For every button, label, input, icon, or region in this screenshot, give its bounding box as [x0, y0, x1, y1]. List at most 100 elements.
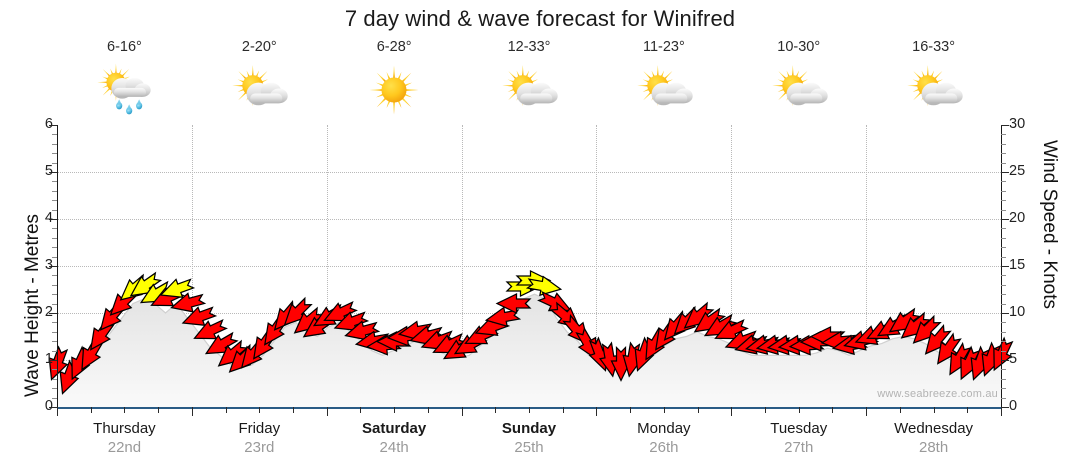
- x-axis-day-tick: [326, 407, 328, 416]
- x-axis-hour-tick: [225, 407, 227, 413]
- left-axis-minor-tick: [52, 162, 57, 164]
- x-axis-hour-tick: [562, 407, 564, 413]
- right-axis-tick-label: 20: [1009, 210, 1026, 226]
- x-axis-day-tick: [191, 407, 193, 416]
- x-axis-hour-tick: [394, 407, 396, 413]
- left-axis-tick-label: 6: [44, 116, 53, 132]
- left-axis-minor-tick: [52, 275, 57, 277]
- sun-cloud-icon: [498, 61, 560, 117]
- day-name-label: Friday: [238, 420, 281, 437]
- day-footer-cell: Friday 23rd: [192, 420, 327, 470]
- left-axis-minor-tick: [52, 369, 57, 371]
- day-temperature-range: 11-23°: [642, 39, 685, 55]
- left-axis-minor-tick: [52, 294, 57, 296]
- sun-cloud-icon: [903, 61, 965, 117]
- right-axis-tick-label: 30: [1009, 116, 1026, 132]
- right-axis-minor-tick: [1001, 378, 1006, 380]
- left-axis-minor-tick: [52, 247, 57, 249]
- x-axis-hour-tick: [259, 407, 261, 413]
- x-axis-hour-tick: [529, 407, 530, 413]
- day-footer-cell: Monday 26th: [596, 420, 731, 470]
- day-name-label: Saturday: [362, 420, 427, 437]
- left-axis-minor-tick: [52, 143, 57, 145]
- day-footer-cell: Thursday 22nd: [57, 420, 192, 470]
- left-axis-major-tick: [49, 360, 57, 361]
- day-header-cell: 6-28°: [327, 38, 462, 125]
- x-axis-hour-tick: [158, 407, 160, 413]
- sun-cloud-rain-icon: [93, 61, 155, 117]
- wind-direction-arrow: [526, 273, 564, 300]
- right-axis-major-tick: [1001, 266, 1009, 267]
- right-axis-minor-tick: [1001, 284, 1006, 286]
- day-footer-cell: Tuesday 27th: [731, 420, 866, 470]
- day-footer-cell: Sunday 25th: [462, 420, 597, 470]
- wind-direction-arrow: [157, 274, 196, 305]
- site-watermark: www.seabreeze.com.au: [877, 388, 998, 400]
- x-axis-hour-tick: [630, 407, 632, 413]
- left-axis-title: Wave Height - Metres: [22, 213, 43, 397]
- right-axis-tick-label: 25: [1009, 163, 1026, 179]
- forecast-day-footer: Thursday 22nd Friday 23rd Saturday 24th Sunday…: [57, 420, 1001, 470]
- right-axis-minor-tick: [1001, 134, 1006, 136]
- left-axis-minor-tick: [52, 153, 57, 155]
- day-footer-cell: Saturday 24th: [327, 420, 462, 470]
- x-axis-hour-tick: [967, 407, 969, 413]
- wind-direction-arrow: [189, 315, 229, 348]
- left-axis-minor-tick: [52, 284, 57, 286]
- day-name-label: Wednesday: [894, 420, 974, 437]
- left-axis-major-tick: [49, 266, 57, 267]
- right-axis-tick-label: 0: [1009, 398, 1018, 414]
- sun-cloud-icon: [768, 61, 830, 117]
- right-axis-minor-tick: [1001, 294, 1006, 296]
- x-axis-hour-tick: [933, 407, 935, 413]
- day-name-label: Monday: [637, 420, 691, 437]
- wind-direction-arrow-layer: [48, 125, 1014, 407]
- left-axis-minor-tick: [52, 190, 57, 192]
- wind-direction-arrow: [571, 326, 606, 366]
- right-axis-minor-tick: [1001, 181, 1006, 183]
- wind-direction-arrow: [483, 304, 522, 331]
- left-axis-minor-tick: [52, 237, 57, 239]
- right-axis-title: Wind Speed - Knots: [1039, 140, 1060, 309]
- left-axis-minor-tick: [52, 350, 57, 352]
- x-axis-hour-tick: [765, 407, 766, 413]
- left-axis-minor-tick: [52, 200, 57, 202]
- left-axis-minor-tick: [52, 228, 57, 230]
- right-axis-tick-label: 5: [1009, 351, 1018, 367]
- day-name-label: Sunday: [501, 420, 557, 437]
- x-axis-hour-tick: [798, 407, 800, 413]
- forecast-chart-plot: [48, 125, 1014, 407]
- right-axis-minor-tick: [1001, 388, 1006, 390]
- wind-direction-arrow: [710, 315, 750, 348]
- x-axis-hour-tick: [427, 407, 429, 413]
- day-temperature-range: 6-28°: [376, 39, 412, 55]
- x-axis-day-tick: [1001, 407, 1002, 416]
- day-date-label: 28th: [918, 438, 949, 456]
- right-axis-major-tick: [1001, 313, 1009, 314]
- x-axis-day-tick: [57, 407, 58, 416]
- day-divider-gridline: [191, 125, 193, 407]
- right-axis-minor-tick: [1001, 331, 1006, 333]
- right-axis-minor-tick: [1001, 200, 1006, 202]
- right-axis-minor-tick: [1001, 247, 1006, 249]
- x-axis-hour-tick: [90, 407, 92, 413]
- left-axis-minor-tick: [52, 397, 57, 399]
- left-axis-major-tick: [49, 313, 57, 314]
- right-axis-minor-tick: [1001, 350, 1006, 352]
- x-axis-hour-tick: [899, 407, 901, 413]
- right-axis-major-tick: [1001, 172, 1009, 173]
- x-axis-hour-tick: [124, 407, 126, 413]
- wind-direction-arrow: [168, 289, 207, 318]
- right-axis-major-tick: [1001, 125, 1009, 126]
- right-axis-minor-tick: [1001, 369, 1006, 371]
- left-axis-tick-label: 4: [44, 210, 53, 226]
- day-divider-gridline: [461, 125, 463, 407]
- day-header-cell: 2-20°: [192, 38, 327, 125]
- page-title: 7 day wind & wave forecast for Winifred: [344, 6, 736, 31]
- left-axis-major-tick: [49, 219, 57, 220]
- right-axis-minor-tick: [1001, 275, 1006, 277]
- left-axis-minor-tick: [52, 303, 57, 305]
- day-date-label: 26th: [649, 438, 679, 456]
- day-temperature-range: 12-33°: [507, 39, 551, 55]
- x-axis-hour-tick: [360, 407, 362, 413]
